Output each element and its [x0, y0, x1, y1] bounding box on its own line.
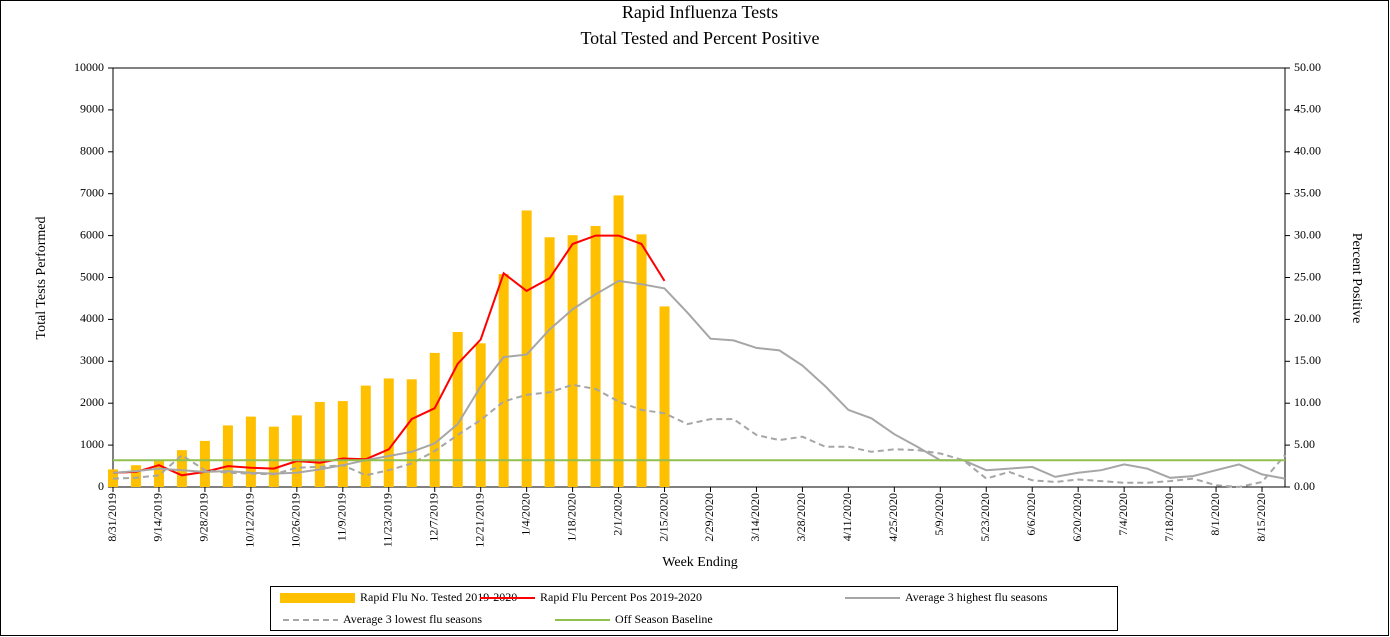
x-tick-label: 8/15/2020	[1254, 493, 1268, 542]
line-series	[112, 383, 1286, 489]
x-tick-label: 8/31/2019	[105, 493, 119, 542]
y-tick-label: 0	[98, 479, 104, 493]
x-tick-label: 11/9/2019	[335, 493, 349, 541]
bar	[176, 450, 187, 487]
y2-tick-label: 20.00	[1294, 311, 1321, 325]
y2-tick-label: 15.00	[1294, 353, 1321, 367]
legend-label: Rapid Flu No. Tested 2019-2020	[360, 590, 517, 604]
y2-tick-label: 50.00	[1294, 60, 1321, 74]
bar	[498, 274, 509, 487]
bar	[452, 331, 463, 487]
bar	[314, 401, 325, 487]
x-tick-label: 9/14/2019	[151, 493, 165, 542]
bar	[130, 465, 141, 487]
x-tick-label: 4/25/2020	[886, 493, 900, 542]
x-tick-label: 5/9/2020	[932, 493, 946, 536]
x-tick-label: 6/20/2020	[1070, 493, 1084, 542]
bar	[383, 378, 394, 487]
x-tick-label: 1/18/2020	[564, 493, 578, 542]
bar	[544, 237, 555, 487]
x-tick-label: 5/23/2020	[978, 493, 992, 542]
y-tick-label: 8000	[80, 144, 104, 158]
y-tick-label: 10000	[74, 60, 104, 74]
x-tick-label: 4/11/2020	[840, 493, 854, 541]
y-tick-label: 6000	[80, 227, 104, 241]
legend-box	[270, 586, 1118, 631]
y2-tick-label: 40.00	[1294, 144, 1321, 158]
y-tick-label: 9000	[80, 102, 104, 116]
chart-title: Rapid Influenza Tests	[622, 2, 778, 22]
bar	[475, 343, 486, 487]
x-tick-label: 9/28/2019	[197, 493, 211, 542]
x-tick-label: 2/15/2020	[656, 493, 670, 542]
bar	[337, 401, 348, 487]
bar	[291, 415, 302, 487]
y2-tick-label: 45.00	[1294, 102, 1321, 116]
line-series	[112, 279, 1286, 480]
x-tick-label: 12/7/2019	[426, 493, 440, 542]
bar	[636, 234, 647, 487]
legend-label: Off Season Baseline	[615, 612, 713, 626]
x-tick-label: 2/29/2020	[702, 493, 716, 542]
x-tick-label: 3/28/2020	[794, 493, 808, 542]
bar	[360, 385, 371, 487]
x-tick-label: 3/14/2020	[748, 493, 762, 542]
bar	[406, 379, 417, 487]
bar	[199, 440, 210, 487]
x-tick-label: 7/4/2020	[1116, 493, 1130, 536]
legend-label: Average 3 lowest flu seasons	[343, 612, 482, 626]
y2-axis-title: Percent Positive	[1349, 233, 1364, 324]
y2-tick-label: 35.00	[1294, 185, 1321, 199]
x-tick-label: 10/12/2019	[243, 493, 257, 548]
y2-tick-label: 30.00	[1294, 227, 1321, 241]
bar	[222, 425, 233, 487]
y-tick-label: 7000	[80, 185, 104, 199]
y2-tick-label: 5.00	[1294, 437, 1315, 451]
x-tick-label: 10/26/2019	[289, 493, 303, 548]
bar	[153, 459, 164, 487]
x-tick-label: 11/23/2019	[381, 493, 395, 547]
bar	[245, 416, 256, 487]
bar	[590, 225, 601, 487]
x-tick-label: 7/18/2020	[1162, 493, 1176, 542]
y-tick-label: 1000	[80, 437, 104, 451]
bar	[429, 352, 440, 487]
x-tick-label: 6/6/2020	[1024, 493, 1038, 536]
y-axis-title: Total Tests Performed	[34, 217, 49, 340]
x-tick-label: 1/4/2020	[518, 493, 532, 536]
y-tick-label: 4000	[80, 311, 104, 325]
x-axis-title: Week Ending	[662, 555, 737, 570]
legend-label: Average 3 highest flu seasons	[905, 590, 1048, 604]
y-tick-label: 2000	[80, 395, 104, 409]
bar	[613, 195, 624, 487]
y2-tick-label: 25.00	[1294, 269, 1321, 283]
y-tick-label: 3000	[80, 353, 104, 367]
y2-tick-label: 10.00	[1294, 395, 1321, 409]
bar	[567, 235, 578, 487]
legend-label: Rapid Flu Percent Pos 2019-2020	[540, 590, 702, 604]
y2-tick-label: 0.00	[1294, 479, 1315, 493]
x-tick-label: 12/21/2019	[472, 493, 486, 548]
legend-swatch	[280, 593, 355, 603]
x-tick-label: 8/1/2020	[1208, 493, 1222, 536]
bar	[268, 426, 279, 487]
bar	[521, 210, 532, 487]
bar	[659, 306, 670, 487]
x-tick-label: 2/1/2020	[610, 493, 624, 536]
y-tick-label: 5000	[80, 269, 104, 283]
chart-subtitle: Total Tested and Percent Positive	[580, 28, 819, 48]
